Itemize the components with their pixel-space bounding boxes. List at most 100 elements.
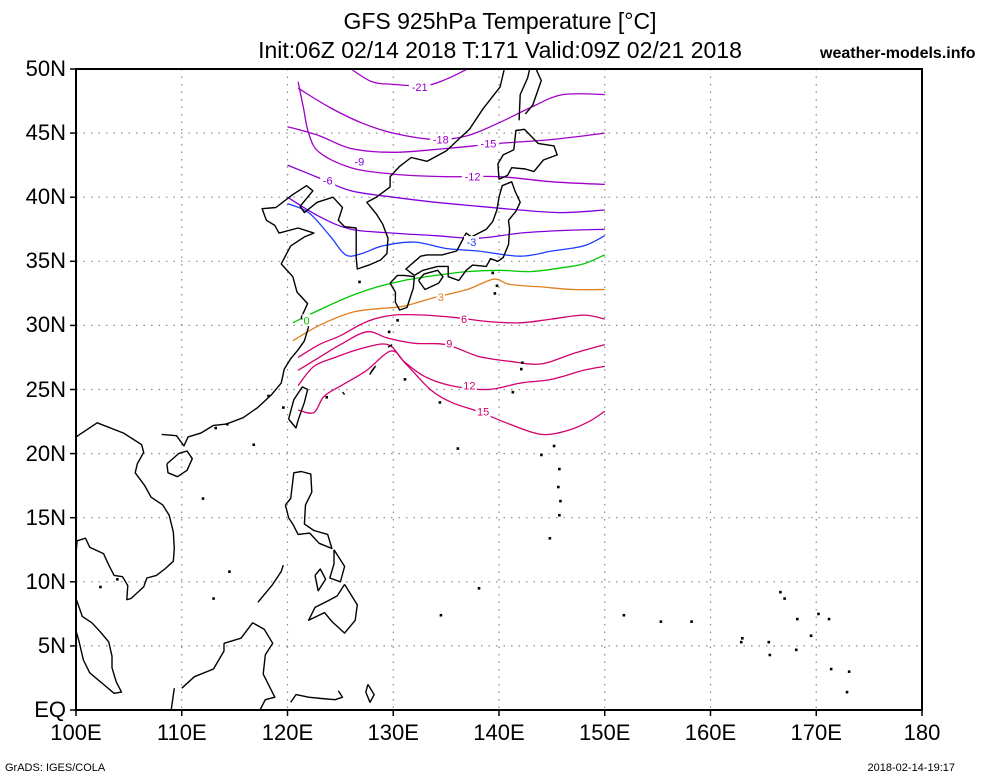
island bbox=[783, 597, 786, 600]
map-title: GFS 925hPa Temperature [°C] bbox=[343, 8, 657, 34]
island bbox=[226, 422, 229, 426]
island bbox=[116, 578, 119, 581]
latitude-tick-label: 10N bbox=[25, 568, 66, 594]
island bbox=[358, 280, 361, 284]
isotherm-value-label: -15 bbox=[480, 138, 496, 150]
isotherm-line bbox=[297, 81, 605, 186]
island bbox=[552, 444, 556, 448]
coastline bbox=[518, 68, 531, 121]
isotherm-value-label: -18 bbox=[433, 135, 449, 147]
island bbox=[252, 443, 256, 447]
island bbox=[228, 570, 231, 573]
island bbox=[477, 587, 481, 590]
island bbox=[690, 620, 693, 623]
island bbox=[325, 395, 329, 399]
coastline bbox=[497, 128, 558, 180]
island bbox=[847, 670, 851, 673]
island bbox=[796, 617, 799, 621]
latitude-tick-label: EQ bbox=[34, 697, 66, 722]
software-credit: GrADS: IGES/COLA bbox=[5, 762, 106, 774]
contour-label-bg bbox=[351, 155, 367, 168]
coastline bbox=[369, 365, 376, 375]
island bbox=[794, 648, 798, 652]
coastline bbox=[223, 622, 276, 711]
island bbox=[212, 597, 215, 600]
isotherm-line bbox=[287, 164, 605, 214]
longitude-tick-label: 150E bbox=[579, 720, 631, 745]
contour-label-bg bbox=[445, 337, 454, 350]
island bbox=[767, 640, 771, 644]
coastline bbox=[389, 274, 416, 311]
contour-label-bg bbox=[320, 174, 336, 187]
coastline bbox=[181, 643, 225, 689]
coastline bbox=[387, 344, 393, 348]
coastline bbox=[287, 386, 309, 429]
coastline bbox=[75, 598, 123, 694]
isotherm-value-label: -21 bbox=[412, 82, 428, 94]
island bbox=[520, 367, 523, 371]
longitude-tick-label: 160E bbox=[684, 720, 737, 745]
island bbox=[558, 467, 561, 471]
island bbox=[829, 667, 833, 671]
island bbox=[827, 617, 831, 621]
generation-timestamp: 2018-02-14-19:17 bbox=[867, 762, 955, 774]
contour-label-bg bbox=[464, 236, 480, 249]
isotherm-line bbox=[287, 126, 605, 153]
isotherm-value-label: -3 bbox=[467, 237, 477, 249]
isotherm-line bbox=[292, 254, 606, 324]
coastline bbox=[257, 564, 284, 603]
latitude-tick-label: 30N bbox=[25, 312, 66, 338]
island bbox=[438, 401, 442, 404]
island bbox=[809, 634, 813, 638]
island bbox=[214, 426, 217, 430]
island bbox=[659, 620, 663, 623]
island bbox=[548, 537, 552, 540]
isotherm-value-label: 15 bbox=[477, 406, 489, 418]
coastline bbox=[524, 68, 542, 115]
coastline bbox=[329, 549, 346, 583]
coastline bbox=[170, 688, 175, 711]
longitude-tick-label: 140E bbox=[473, 720, 525, 745]
latitude-tick-label: 50N bbox=[25, 56, 66, 81]
latitude-tick-label: 15N bbox=[25, 504, 66, 530]
island bbox=[491, 271, 495, 275]
contour-labels: -21 -18 -15 -12 -9 -6 -3 0 3 69 12 15 bbox=[302, 80, 500, 418]
island bbox=[559, 499, 562, 503]
island bbox=[739, 640, 743, 644]
coastline bbox=[161, 68, 505, 447]
contour-label-bg bbox=[461, 170, 484, 183]
isotherm-value-label: 0 bbox=[303, 315, 309, 327]
isotherm-value-label: 3 bbox=[438, 292, 444, 304]
island bbox=[558, 513, 561, 517]
longitude-tick-label: 120E bbox=[261, 720, 314, 745]
isotherm-line bbox=[287, 196, 605, 239]
island bbox=[201, 497, 205, 500]
isotherm-line bbox=[297, 343, 605, 391]
isotherm-line bbox=[297, 350, 606, 436]
longitude-tick-label: 100E bbox=[50, 720, 102, 745]
contour-label-bg bbox=[461, 379, 477, 392]
island bbox=[282, 406, 285, 409]
coastline bbox=[341, 391, 346, 396]
contour-label-bg bbox=[436, 291, 446, 304]
latitude-tick-label: 5N bbox=[37, 632, 66, 658]
isotherm-value-label: 12 bbox=[463, 381, 475, 393]
island bbox=[845, 690, 849, 694]
island bbox=[768, 653, 772, 657]
isotherm-line bbox=[297, 331, 605, 371]
latitude-tick-label: 25N bbox=[25, 376, 66, 402]
isotherm-line bbox=[297, 313, 605, 358]
coastlines bbox=[75, 68, 851, 711]
island bbox=[511, 390, 515, 394]
isotherm-value-label: -9 bbox=[355, 156, 365, 168]
isotherm-value-label: -12 bbox=[465, 172, 481, 184]
coastline bbox=[75, 422, 175, 601]
latitude-tick-label: 40N bbox=[25, 184, 66, 210]
coastline bbox=[365, 684, 375, 703]
isotherm-line bbox=[292, 278, 605, 342]
contour-label-bg bbox=[430, 133, 452, 146]
island bbox=[521, 361, 524, 364]
contour-label-bg bbox=[302, 314, 311, 327]
island bbox=[540, 453, 543, 457]
island bbox=[557, 485, 560, 489]
